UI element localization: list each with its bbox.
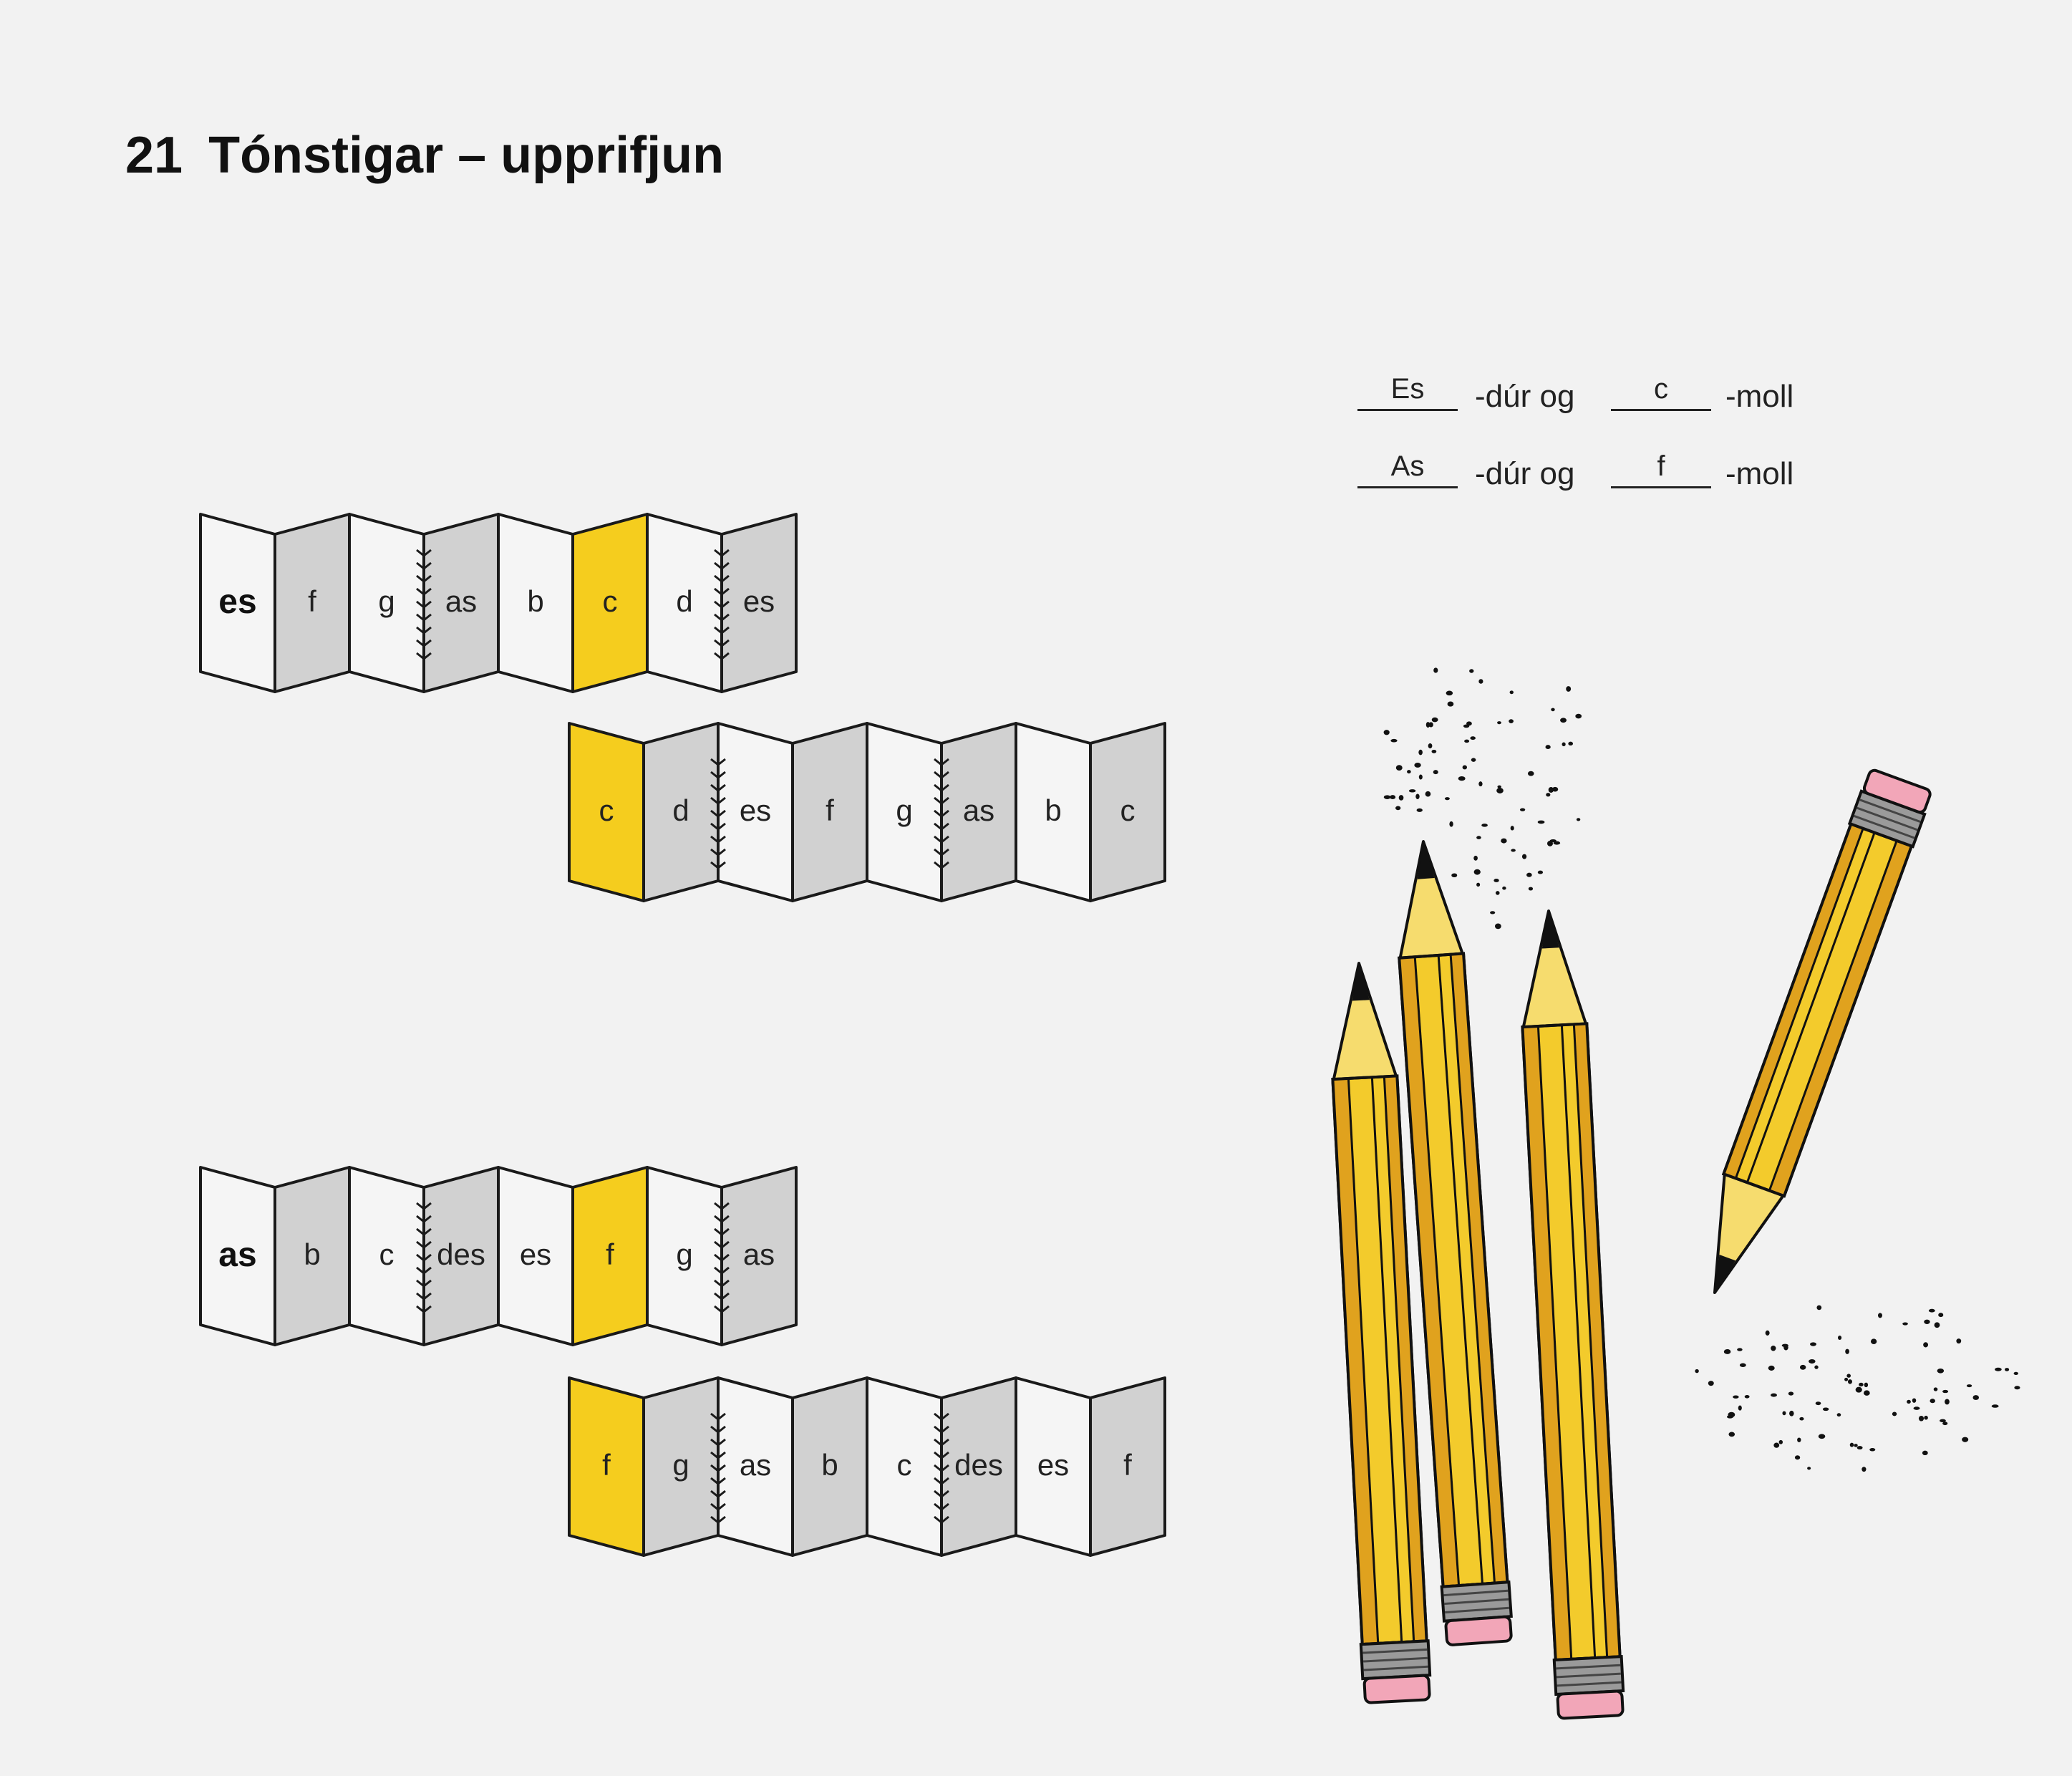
scale-strip-as-major: as b c des es f g as <box>199 1166 798 1346</box>
note-label: c <box>602 584 618 618</box>
note-label: as <box>962 793 995 827</box>
minor-answer-blank[interactable]: f <box>1611 446 1711 488</box>
note-label: g <box>676 1237 693 1271</box>
scale-strip-f-minor: f g as b c des es f <box>568 1376 1166 1557</box>
answer-block: Es -dúr og c -moll As -dúr og f -moll <box>1353 369 1926 512</box>
page-heading: 21 Tónstigar – upprifjun <box>125 126 724 185</box>
note-label: g <box>896 793 913 827</box>
note-label: c <box>379 1237 394 1271</box>
note-label: b <box>527 584 544 618</box>
note-label: b <box>1045 793 1062 827</box>
scale-panel <box>720 513 798 693</box>
note-label: f <box>1123 1448 1132 1482</box>
scale-panel <box>720 1166 798 1346</box>
scale-panel <box>1089 1376 1166 1557</box>
scale-panel <box>1089 722 1166 902</box>
note-label: f <box>308 584 316 618</box>
note-label: es <box>519 1237 552 1271</box>
page-number: 21 <box>125 127 183 184</box>
answer-row: As -dúr og f -moll <box>1353 446 1926 496</box>
note-label: es <box>742 584 775 618</box>
note-label: des <box>437 1237 485 1271</box>
answer-row: Es -dúr og c -moll <box>1353 369 1926 419</box>
note-label: as <box>218 1235 257 1274</box>
page-title: Tónstigar – upprifjun <box>208 127 725 184</box>
note-label: g <box>672 1448 689 1482</box>
note-label: es <box>739 793 772 827</box>
semitone-stitch-icon <box>416 1202 432 1313</box>
accordion-panels <box>199 1166 798 1346</box>
semitone-stitch-icon <box>710 758 726 869</box>
note-label: b <box>821 1448 838 1482</box>
semitone-stitch-icon <box>934 1412 949 1524</box>
note-label: es <box>218 582 257 621</box>
semitone-stitch-icon <box>714 549 730 660</box>
note-label: c <box>599 793 614 827</box>
pencil-icon <box>1331 962 1432 1704</box>
note-label: as <box>739 1448 772 1482</box>
note-label: es <box>1037 1448 1070 1482</box>
graphite-dots <box>1383 667 2020 1472</box>
major-answer-blank[interactable]: As <box>1357 446 1458 488</box>
semitone-stitch-icon <box>710 1412 726 1524</box>
note-label: f <box>826 793 834 827</box>
note-label: c <box>896 1448 912 1482</box>
scale-strip-c-minor: c d es f g as b c <box>568 722 1166 902</box>
note-label: as <box>445 584 478 618</box>
accordion-panels <box>568 722 1166 902</box>
accordion-panels <box>199 513 798 693</box>
pencil-icon <box>1713 768 1932 1294</box>
note-label: d <box>672 793 689 827</box>
pencil-icon <box>1398 840 1513 1646</box>
minor-answer-blank[interactable]: c <box>1611 369 1711 411</box>
pencil-icon <box>1521 909 1625 1720</box>
note-label: f <box>602 1448 611 1482</box>
minor-suffix: -moll <box>1725 379 1794 414</box>
note-label: b <box>304 1237 321 1271</box>
note-label: des <box>954 1448 1003 1482</box>
major-suffix: -dúr og <box>1475 456 1575 491</box>
note-label: g <box>378 584 395 618</box>
semitone-stitch-icon <box>934 758 949 869</box>
minor-suffix: -moll <box>1725 456 1794 491</box>
accordion-panels <box>568 1376 1166 1557</box>
scale-strip-es-major: es f g as b c d es <box>199 513 798 693</box>
semitone-stitch-icon <box>416 549 432 660</box>
note-label: c <box>1120 793 1136 827</box>
note-label: d <box>676 584 693 618</box>
note-label: f <box>606 1237 614 1271</box>
note-label: as <box>742 1237 775 1271</box>
major-answer-blank[interactable]: Es <box>1357 369 1458 411</box>
semitone-stitch-icon <box>714 1202 730 1313</box>
major-suffix: -dúr og <box>1475 379 1575 414</box>
